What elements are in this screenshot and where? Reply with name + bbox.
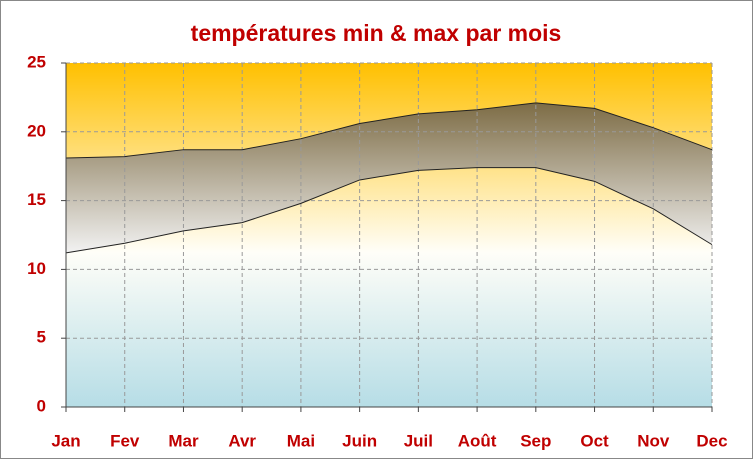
x-tick-label: Nov: [637, 431, 670, 450]
y-tick-label: 20: [27, 121, 46, 140]
y-tick-label: 0: [37, 396, 46, 415]
x-tick-label: Jan: [51, 431, 80, 450]
y-tick-label: 5: [37, 328, 46, 347]
series-line: [65, 167, 713, 254]
y-tick-label: 10: [27, 259, 46, 278]
x-tick-label: Fev: [110, 431, 140, 450]
range-band: [66, 102, 712, 253]
x-tick-label: Oct: [580, 431, 609, 450]
y-tick-label: 15: [27, 190, 46, 209]
x-tick-label: Mar: [168, 431, 199, 450]
x-tick-label: Juin: [342, 431, 377, 450]
x-tick-label: Mai: [287, 431, 315, 450]
x-tick-label: Avr: [228, 431, 256, 450]
x-tick-label: Dec: [696, 431, 727, 450]
x-tick-label: Août: [458, 431, 497, 450]
x-tick-label: Juil: [404, 431, 433, 450]
x-tick-label: Sep: [520, 431, 551, 450]
chart-title: températures min & max par mois: [191, 20, 562, 46]
series-line: [65, 102, 713, 159]
y-tick-label: 25: [27, 52, 46, 71]
